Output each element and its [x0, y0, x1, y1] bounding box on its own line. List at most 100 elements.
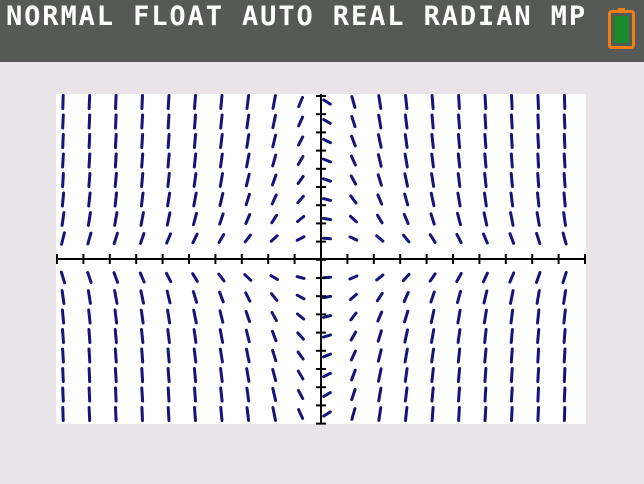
- slope-segment: [348, 214, 358, 224]
- slope-segment: [271, 367, 278, 383]
- slope-segment: [349, 349, 357, 362]
- slope-segment: [349, 311, 358, 322]
- slope-segment: [270, 310, 278, 323]
- slope-segment: [245, 133, 251, 149]
- slope-segment: [218, 309, 225, 324]
- slope-segment: [192, 152, 198, 169]
- slope-segment: [140, 113, 145, 130]
- slope-segment: [245, 386, 251, 403]
- slope-segment: [219, 367, 224, 383]
- slope-segment: [509, 113, 514, 130]
- slope-segment: [271, 406, 277, 422]
- slope-segment: [403, 309, 410, 324]
- slope-segment: [114, 386, 118, 403]
- slope-segment: [244, 192, 251, 207]
- slope-segment: [456, 152, 462, 169]
- slope-segment: [562, 133, 567, 149]
- slope-segment: [562, 191, 567, 208]
- slope-segment: [87, 386, 92, 403]
- slope-segment: [296, 155, 305, 166]
- slope-segment: [113, 308, 119, 325]
- slope-segment: [87, 113, 92, 130]
- slope-segment: [322, 352, 332, 359]
- slope-segment: [401, 272, 411, 283]
- slope-segment: [350, 387, 357, 402]
- slope-segment: [456, 133, 462, 149]
- slope-segment: [561, 270, 568, 285]
- slope-segment: [112, 271, 120, 284]
- slope-segment: [428, 272, 437, 283]
- slope-segment: [483, 172, 488, 188]
- slope-segment: [61, 172, 65, 188]
- slope-segment: [61, 133, 65, 149]
- slope-segment: [271, 387, 278, 402]
- slope-segment: [403, 386, 409, 403]
- slope-segment: [482, 289, 489, 305]
- slope-segment: [375, 291, 384, 303]
- slope-segment: [87, 308, 92, 325]
- slope-segment: [349, 194, 358, 205]
- slope-segment: [375, 273, 385, 282]
- slope-segment: [87, 133, 92, 149]
- slope-segment: [218, 347, 224, 364]
- slope-segment: [322, 157, 332, 164]
- slope-segment: [377, 133, 383, 149]
- slope-segment: [403, 192, 410, 207]
- slope-segment: [140, 152, 145, 169]
- slope-segment: [87, 328, 92, 344]
- slope-segment: [561, 231, 568, 246]
- slope-segment: [271, 173, 278, 187]
- slope-segment: [139, 211, 145, 227]
- slope-segment: [112, 231, 119, 246]
- axes: [56, 94, 586, 425]
- slope-segment: [86, 211, 92, 227]
- slope-segment: [139, 289, 145, 305]
- slope-segment: [87, 367, 92, 383]
- slope-segment: [217, 272, 226, 283]
- slope-segment: [535, 231, 542, 246]
- slope-segment: [245, 94, 251, 110]
- slope-segment: [457, 113, 461, 130]
- slope-segment: [218, 328, 225, 344]
- slope-segment: [456, 290, 462, 304]
- slope-segment: [509, 328, 514, 344]
- slope-segment: [140, 172, 145, 188]
- slope-segment: [218, 290, 225, 304]
- slope-segment: [166, 308, 172, 325]
- slope-segment: [430, 328, 436, 344]
- slope-segment: [349, 330, 358, 342]
- mode-status-text: NORMAL FLOAT AUTO REAL RADIAN MP: [6, 1, 587, 32]
- slope-segment: [192, 308, 198, 325]
- slope-segment: [350, 95, 357, 109]
- slope-segment: [350, 114, 357, 129]
- slope-segment: [217, 233, 226, 244]
- slope-segment: [113, 152, 118, 169]
- slope-segment: [297, 408, 305, 420]
- slope-segment: [482, 232, 489, 245]
- slope-segment: [509, 191, 515, 208]
- slope-segment: [270, 213, 279, 225]
- slope-segment: [191, 272, 199, 283]
- slope-segment: [535, 289, 541, 305]
- slope-segment: [86, 271, 93, 284]
- slope-segment: [562, 367, 567, 383]
- slope-segment: [165, 211, 172, 227]
- slope-segment: [536, 94, 540, 110]
- slope-segment: [376, 153, 383, 168]
- slope-segment: [483, 113, 488, 130]
- slope-segment: [139, 232, 146, 245]
- slope-segment: [510, 406, 514, 422]
- slope-segment: [219, 94, 224, 110]
- slope-segment: [481, 271, 489, 284]
- slope-segment: [455, 232, 463, 245]
- slope-segment: [350, 368, 357, 382]
- slope-segment: [271, 113, 277, 130]
- slope-segment: [430, 406, 435, 422]
- slope-segment: [376, 213, 384, 225]
- slope-segment: [536, 133, 541, 149]
- slope-segment: [192, 172, 198, 188]
- slope-segment: [166, 386, 171, 403]
- slope-segment: [61, 152, 65, 169]
- slope-segment: [322, 177, 332, 183]
- slope-segment: [192, 347, 198, 364]
